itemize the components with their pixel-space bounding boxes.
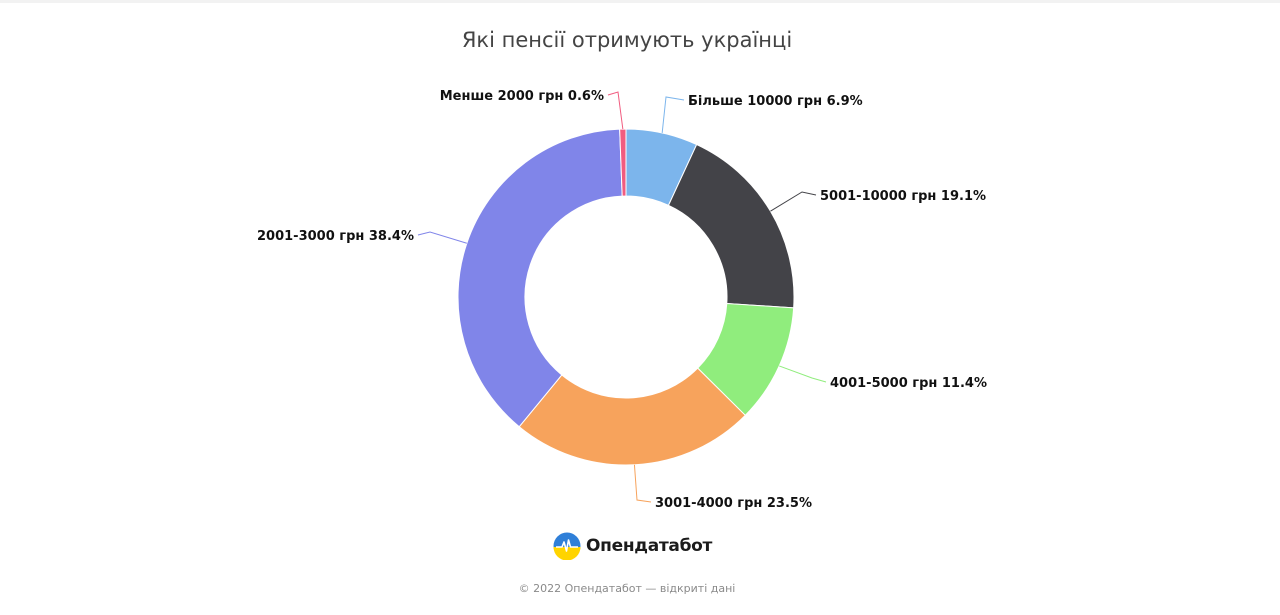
brand-name: Опендатабот — [586, 536, 713, 556]
sun-over-field-logo-icon — [553, 532, 581, 560]
donut-slice-5[interactable] — [457, 128, 623, 428]
brand[interactable]: Опендатабот — [553, 530, 712, 562]
chart-title: Які пенсії отримують українці — [461, 28, 793, 52]
label-connector-2 — [770, 191, 817, 212]
data-label-3: 4001-5000 грн 11.4% — [830, 376, 987, 391]
label-connector-6 — [607, 91, 624, 130]
footer-copyright: © 2022 Опендатабот — відкриті дані — [518, 582, 736, 595]
data-label-5: 2001-3000 грн 38.4% — [257, 229, 414, 244]
label-connector-5 — [417, 231, 467, 244]
donut-slice-6[interactable] — [619, 128, 627, 197]
label-connectors — [417, 91, 827, 503]
data-label-1: Більше 10000 грн 6.9% — [688, 94, 863, 109]
label-connector-3 — [779, 365, 827, 383]
donut-slice-2[interactable] — [667, 143, 795, 309]
data-label-4: 3001-4000 грн 23.5% — [655, 496, 812, 511]
label-connector-4 — [633, 464, 652, 503]
label-connector-1 — [661, 96, 685, 133]
top-divider — [0, 0, 1280, 3]
data-label-2: 5001-10000 грн 19.1% — [820, 189, 986, 204]
data-labels: Більше 10000 грн 6.9% 5001-10000 грн 19.1… — [257, 89, 987, 511]
donut-slice-4[interactable] — [518, 367, 746, 466]
donut-slices — [457, 128, 795, 466]
data-label-6: Менше 2000 грн 0.6% — [440, 89, 604, 104]
